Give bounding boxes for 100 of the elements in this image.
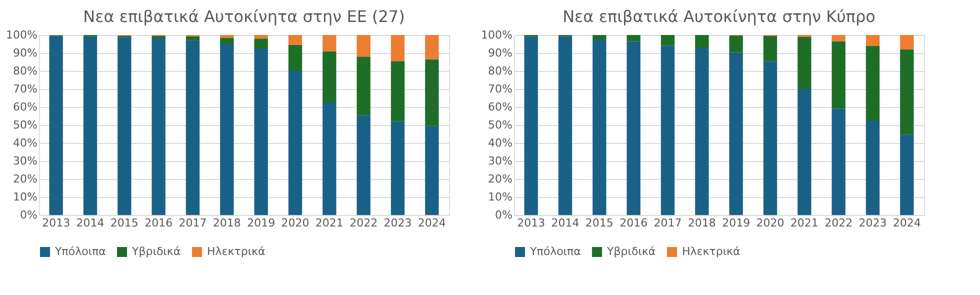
bar <box>695 35 709 48</box>
x-tick-label: 2015 <box>585 216 614 230</box>
bar <box>390 35 405 62</box>
y-tick-label: 10% <box>13 190 38 204</box>
y-tick-label: 20% <box>13 172 38 186</box>
y-tick-label: 80% <box>488 64 512 78</box>
bar <box>695 48 709 215</box>
bar <box>425 35 439 60</box>
y-tick-label: 0% <box>20 208 38 222</box>
legend-label: Ηλεκτρικά <box>207 245 266 258</box>
x-tick-label: 2019 <box>722 216 750 230</box>
bar <box>425 126 439 215</box>
y-tick-label: 0% <box>495 208 512 222</box>
x-tick-label: 2016 <box>144 216 173 230</box>
bar <box>763 36 778 62</box>
bar <box>626 35 640 42</box>
x-tick-label: 2013 <box>517 216 546 230</box>
bar <box>390 61 405 122</box>
x-tick-label: 2014 <box>76 216 104 230</box>
bar <box>866 35 880 46</box>
x-tick-label: 2022 <box>350 216 378 230</box>
legend-label: Υπόλοιπα <box>529 245 581 258</box>
x-tick-label: 2021 <box>790 216 818 230</box>
x-tick-label: 2017 <box>178 216 207 230</box>
bar <box>729 36 743 52</box>
bar <box>288 35 302 45</box>
bar <box>592 40 606 215</box>
bar <box>356 115 370 215</box>
bar <box>220 38 234 44</box>
x-tick-label: 2017 <box>654 216 682 230</box>
y-tick-label: 50% <box>13 118 38 132</box>
y-tick-label: 40% <box>488 136 512 150</box>
y-tick-label: 90% <box>488 46 512 60</box>
bar <box>288 71 302 215</box>
y-tick-label: 20% <box>488 172 512 186</box>
legend-label: Υβριδικά <box>606 245 656 258</box>
bar <box>49 36 63 215</box>
bar <box>798 89 812 215</box>
bar <box>866 46 880 120</box>
bar <box>900 134 914 215</box>
bar <box>592 35 606 40</box>
bar <box>254 38 268 48</box>
bar <box>900 35 914 50</box>
legend-label: Υβριδικά <box>131 245 181 258</box>
bar <box>186 36 200 40</box>
y-tick-label: 10% <box>488 190 512 204</box>
y-tick-label: 90% <box>13 46 38 60</box>
x-tick-label: 2023 <box>384 216 412 230</box>
x-tick-label: 2013 <box>42 216 70 230</box>
x-tick-label: 2022 <box>824 216 853 230</box>
legend-label: Ηλεκτρικά <box>682 245 740 258</box>
chart-title: Νεα επιβατικά Αυτοκίνητα στην ΕΕ (27) <box>83 7 405 26</box>
bar <box>322 35 336 52</box>
bar <box>322 102 336 215</box>
x-tick-label: 2020 <box>281 216 310 230</box>
bar <box>322 51 336 102</box>
bar <box>832 35 846 42</box>
bar <box>356 56 370 116</box>
bar <box>660 35 675 46</box>
y-tick-label: 60% <box>13 100 38 114</box>
bar <box>118 37 132 215</box>
bar <box>558 36 572 215</box>
y-tick-label: 50% <box>488 118 512 132</box>
y-tick-label: 30% <box>13 154 38 168</box>
y-tick-label: 40% <box>13 136 38 150</box>
legend-label: Υπόλοιπα <box>54 245 106 258</box>
x-tick-label: 2014 <box>551 216 580 230</box>
chart-title: Νεα επιβατικά Αυτοκίνητα στην Κύπρο <box>562 7 876 26</box>
y-tick-label: 60% <box>488 100 512 114</box>
bar <box>254 48 268 215</box>
y-tick-label: 70% <box>13 82 38 96</box>
x-tick-label: 2018 <box>212 216 241 230</box>
bar <box>866 120 880 215</box>
y-tick-label: 100% <box>6 28 38 42</box>
bar <box>356 35 370 57</box>
bar <box>798 36 812 89</box>
y-tick-label: 100% <box>481 28 512 42</box>
bar <box>832 108 846 215</box>
x-tick-label: 2024 <box>418 216 446 230</box>
bar <box>186 40 200 215</box>
x-tick-label: 2024 <box>892 216 921 230</box>
y-tick-label: 80% <box>13 64 38 78</box>
y-tick-label: 30% <box>488 154 512 168</box>
bar <box>390 121 405 215</box>
bar <box>524 36 538 215</box>
bar <box>254 35 268 39</box>
bar <box>220 44 234 215</box>
x-tick-label: 2015 <box>110 216 138 230</box>
bar <box>660 46 675 215</box>
bar <box>152 36 166 38</box>
y-tick-label: 70% <box>488 82 512 96</box>
x-tick-label: 2018 <box>688 216 716 230</box>
bar <box>83 36 98 215</box>
bar <box>832 41 846 109</box>
bar <box>729 52 743 215</box>
bar <box>763 61 778 215</box>
x-tick-label: 2020 <box>756 216 784 230</box>
bar <box>900 49 914 135</box>
x-tick-label: 2019 <box>247 216 276 230</box>
bar <box>152 38 166 215</box>
